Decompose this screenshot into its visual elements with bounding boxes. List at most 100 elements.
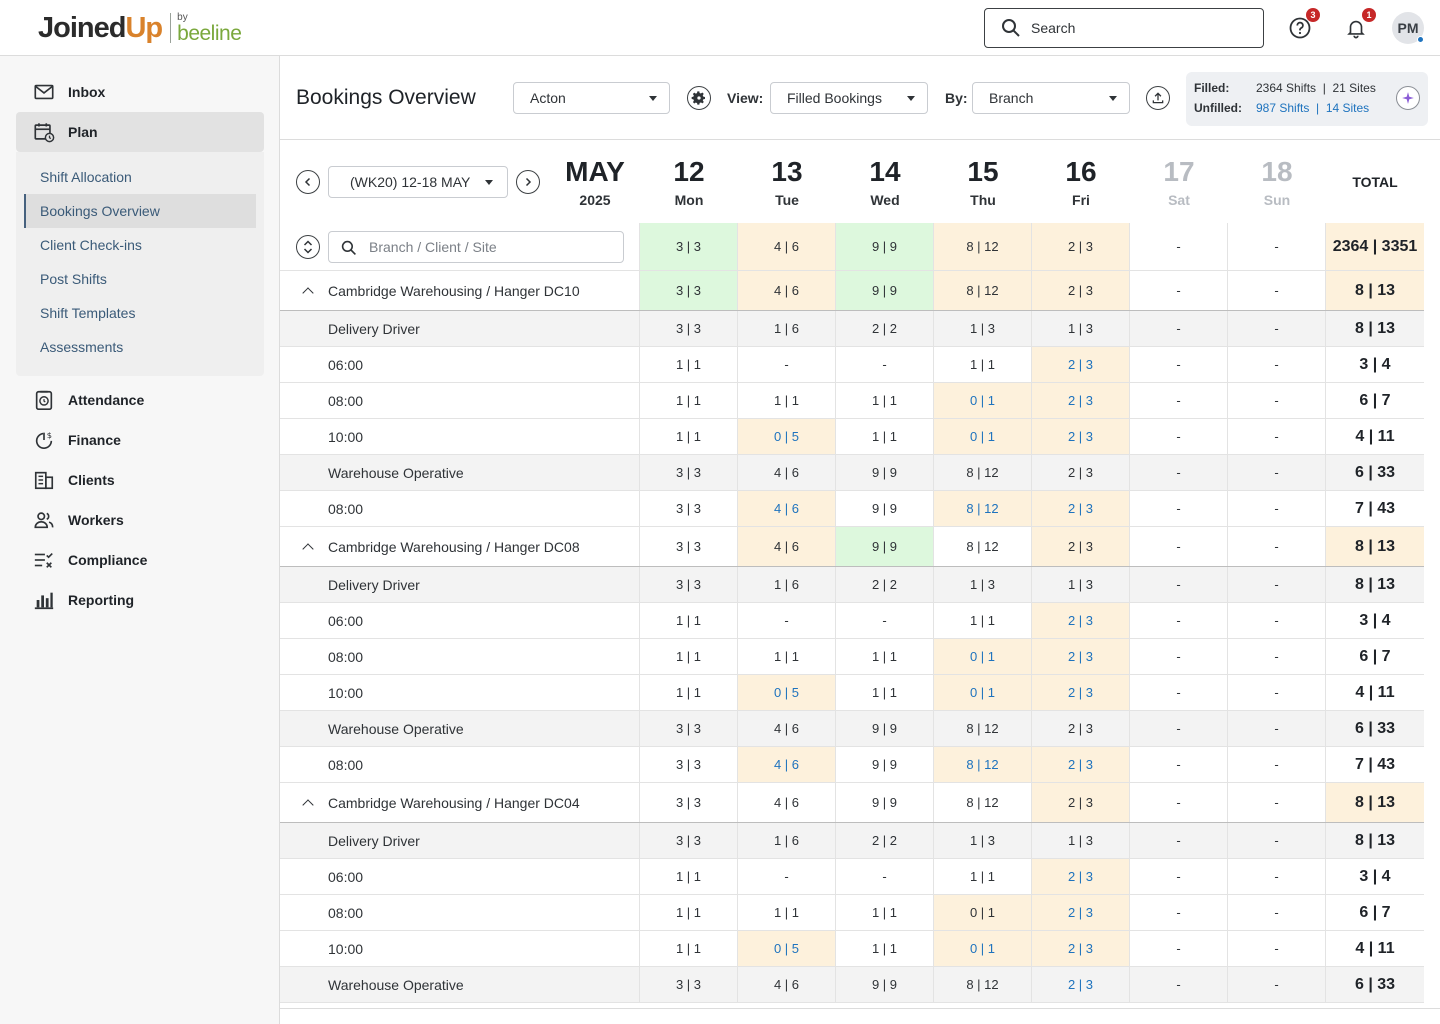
cell-tue[interactable]: 0 | 5	[738, 931, 836, 966]
site-group-row[interactable]: Cambridge Warehousing / Hanger DC10 3 | 3…	[280, 271, 1424, 311]
cell-thu[interactable]: 8 | 12	[934, 747, 1032, 782]
help-button[interactable]: 3	[1286, 8, 1320, 42]
day-header-fri[interactable]: 16 Fri	[1065, 156, 1097, 208]
cell-tue[interactable]: 0 | 5	[738, 419, 836, 454]
cell-wed[interactable]: 9 | 9	[836, 711, 934, 746]
sidebar-subitem-assessments[interactable]: Assessments	[40, 339, 124, 355]
cell-wed[interactable]: 1 | 1	[836, 419, 934, 454]
cell-fri[interactable]: 2 | 3	[1032, 859, 1130, 894]
cell-tue[interactable]: 1 | 1	[738, 383, 836, 418]
cell-fri[interactable]: 2 | 3	[1032, 455, 1130, 490]
cell-wed[interactable]: 9 | 9	[836, 455, 934, 490]
cell-fri[interactable]: 2 | 3	[1032, 967, 1130, 1002]
cell-tue[interactable]: 4 | 6	[738, 271, 836, 310]
day-header-sat[interactable]: 17 Sat	[1163, 156, 1195, 208]
cell-mon[interactable]: 3 | 3	[640, 783, 738, 822]
cell-fri[interactable]: 2 | 3	[1032, 931, 1130, 966]
cell-thu[interactable]: 8 | 12	[934, 527, 1032, 566]
cell-tue[interactable]: 1 | 1	[738, 639, 836, 674]
cell-mon[interactable]: 1 | 1	[640, 895, 738, 930]
sidebar-subitem-shift-allocation[interactable]: Shift Allocation	[40, 169, 132, 185]
cell-thu[interactable]: 1 | 3	[934, 823, 1032, 858]
day-header-thu[interactable]: 15 Thu	[967, 156, 999, 208]
cell-fri[interactable]: 2 | 3	[1032, 711, 1130, 746]
cell-thu[interactable]: 1 | 1	[934, 347, 1032, 382]
cell-tue[interactable]: 1 | 1	[738, 895, 836, 930]
cell-tue[interactable]: 4 | 6	[738, 967, 836, 1002]
cell-tue[interactable]: 4 | 6	[738, 455, 836, 490]
cell-fri[interactable]: 2 | 3	[1032, 223, 1130, 270]
avatar[interactable]: PM	[1392, 12, 1424, 44]
cell-fri[interactable]: 2 | 3	[1032, 271, 1130, 310]
export-button[interactable]	[1146, 86, 1170, 110]
cell-wed[interactable]: 9 | 9	[836, 527, 934, 566]
branch-select[interactable]: Acton	[513, 82, 670, 114]
cell-thu[interactable]: 8 | 12	[934, 711, 1032, 746]
group-by-select[interactable]: Branch	[972, 82, 1130, 114]
cell-thu[interactable]: 8 | 12	[934, 271, 1032, 310]
cell-fri[interactable]: 2 | 3	[1032, 895, 1130, 930]
cell-mon[interactable]: 1 | 1	[640, 859, 738, 894]
cell-tue[interactable]: 0 | 5	[738, 675, 836, 710]
cell-tue[interactable]: 1 | 6	[738, 567, 836, 602]
cell-fri[interactable]: 1 | 3	[1032, 567, 1130, 602]
cell-mon[interactable]: 1 | 1	[640, 347, 738, 382]
sidebar-subitem-post-shifts[interactable]: Post Shifts	[40, 271, 107, 287]
cell-fri[interactable]: 2 | 3	[1032, 419, 1130, 454]
cell-wed[interactable]: 9 | 9	[836, 967, 934, 1002]
cell-mon[interactable]: 3 | 3	[640, 967, 738, 1002]
cell-thu[interactable]: 0 | 1	[934, 675, 1032, 710]
cell-wed[interactable]: 1 | 1	[836, 895, 934, 930]
cell-wed[interactable]: 9 | 9	[836, 223, 934, 270]
cell-mon[interactable]: 1 | 1	[640, 675, 738, 710]
cell-wed[interactable]: 1 | 1	[836, 383, 934, 418]
cell-thu[interactable]: 8 | 12	[934, 967, 1032, 1002]
day-header-mon[interactable]: 12 Mon	[673, 156, 705, 208]
cell-thu[interactable]: 8 | 12	[934, 783, 1032, 822]
cell-mon[interactable]: 3 | 3	[640, 747, 738, 782]
cell-mon[interactable]: 3 | 3	[640, 567, 738, 602]
sidebar-item-workers[interactable]: Workers	[16, 500, 264, 540]
unfilled-value-link[interactable]: 987 Shifts | 14 Sites	[1256, 101, 1370, 115]
cell-fri[interactable]: 1 | 3	[1032, 311, 1130, 346]
site-group-label[interactable]: Cambridge Warehousing / Hanger DC04	[280, 783, 640, 822]
cell-mon[interactable]: 3 | 3	[640, 711, 738, 746]
global-search-input[interactable]: Search	[984, 8, 1264, 48]
cell-mon[interactable]: 3 | 3	[640, 527, 738, 566]
cell-wed[interactable]: 9 | 9	[836, 783, 934, 822]
cell-mon[interactable]: 1 | 1	[640, 639, 738, 674]
view-select[interactable]: Filled Bookings	[770, 82, 928, 114]
settings-button[interactable]	[687, 86, 711, 110]
chevron-up-icon[interactable]	[302, 542, 314, 555]
next-week-button[interactable]	[516, 170, 540, 194]
cell-mon[interactable]: 1 | 1	[640, 931, 738, 966]
cell-thu[interactable]: 8 | 12	[934, 223, 1032, 270]
cell-wed[interactable]: 9 | 9	[836, 491, 934, 526]
filter-search-input[interactable]: Branch / Client / Site	[328, 231, 624, 263]
cell-fri[interactable]: 1 | 3	[1032, 823, 1130, 858]
cell-fri[interactable]: 2 | 3	[1032, 603, 1130, 638]
sidebar-item-finance[interactable]: $ Finance	[16, 420, 264, 460]
cell-thu[interactable]: 1 | 3	[934, 311, 1032, 346]
chevron-up-icon[interactable]	[302, 798, 314, 811]
cell-mon[interactable]: 1 | 1	[640, 419, 738, 454]
cell-mon[interactable]: 3 | 3	[640, 455, 738, 490]
cell-wed[interactable]: 1 | 1	[836, 931, 934, 966]
cell-fri[interactable]: 2 | 3	[1032, 527, 1130, 566]
site-group-label[interactable]: Cambridge Warehousing / Hanger DC08	[280, 527, 640, 566]
logo[interactable]: JoinedUp by beeline	[38, 11, 242, 45]
site-group-label[interactable]: Cambridge Warehousing / Hanger DC10	[280, 271, 640, 310]
ai-assist-button[interactable]	[1396, 86, 1420, 110]
notifications-button[interactable]: 1	[1342, 8, 1376, 42]
sidebar-item-clients[interactable]: Clients	[16, 460, 264, 500]
cell-fri[interactable]: 2 | 3	[1032, 783, 1130, 822]
cell-fri[interactable]: 2 | 3	[1032, 675, 1130, 710]
site-group-row[interactable]: Cambridge Warehousing / Hanger DC08 3 | 3…	[280, 527, 1424, 567]
sidebar-item-plan[interactable]: Plan	[16, 112, 264, 152]
cell-thu[interactable]: 1 | 1	[934, 603, 1032, 638]
cell-fri[interactable]: 2 | 3	[1032, 639, 1130, 674]
cell-mon[interactable]: 3 | 3	[640, 823, 738, 858]
cell-thu[interactable]: 1 | 1	[934, 859, 1032, 894]
cell-tue[interactable]: 4 | 6	[738, 711, 836, 746]
cell-mon[interactable]: 3 | 3	[640, 491, 738, 526]
